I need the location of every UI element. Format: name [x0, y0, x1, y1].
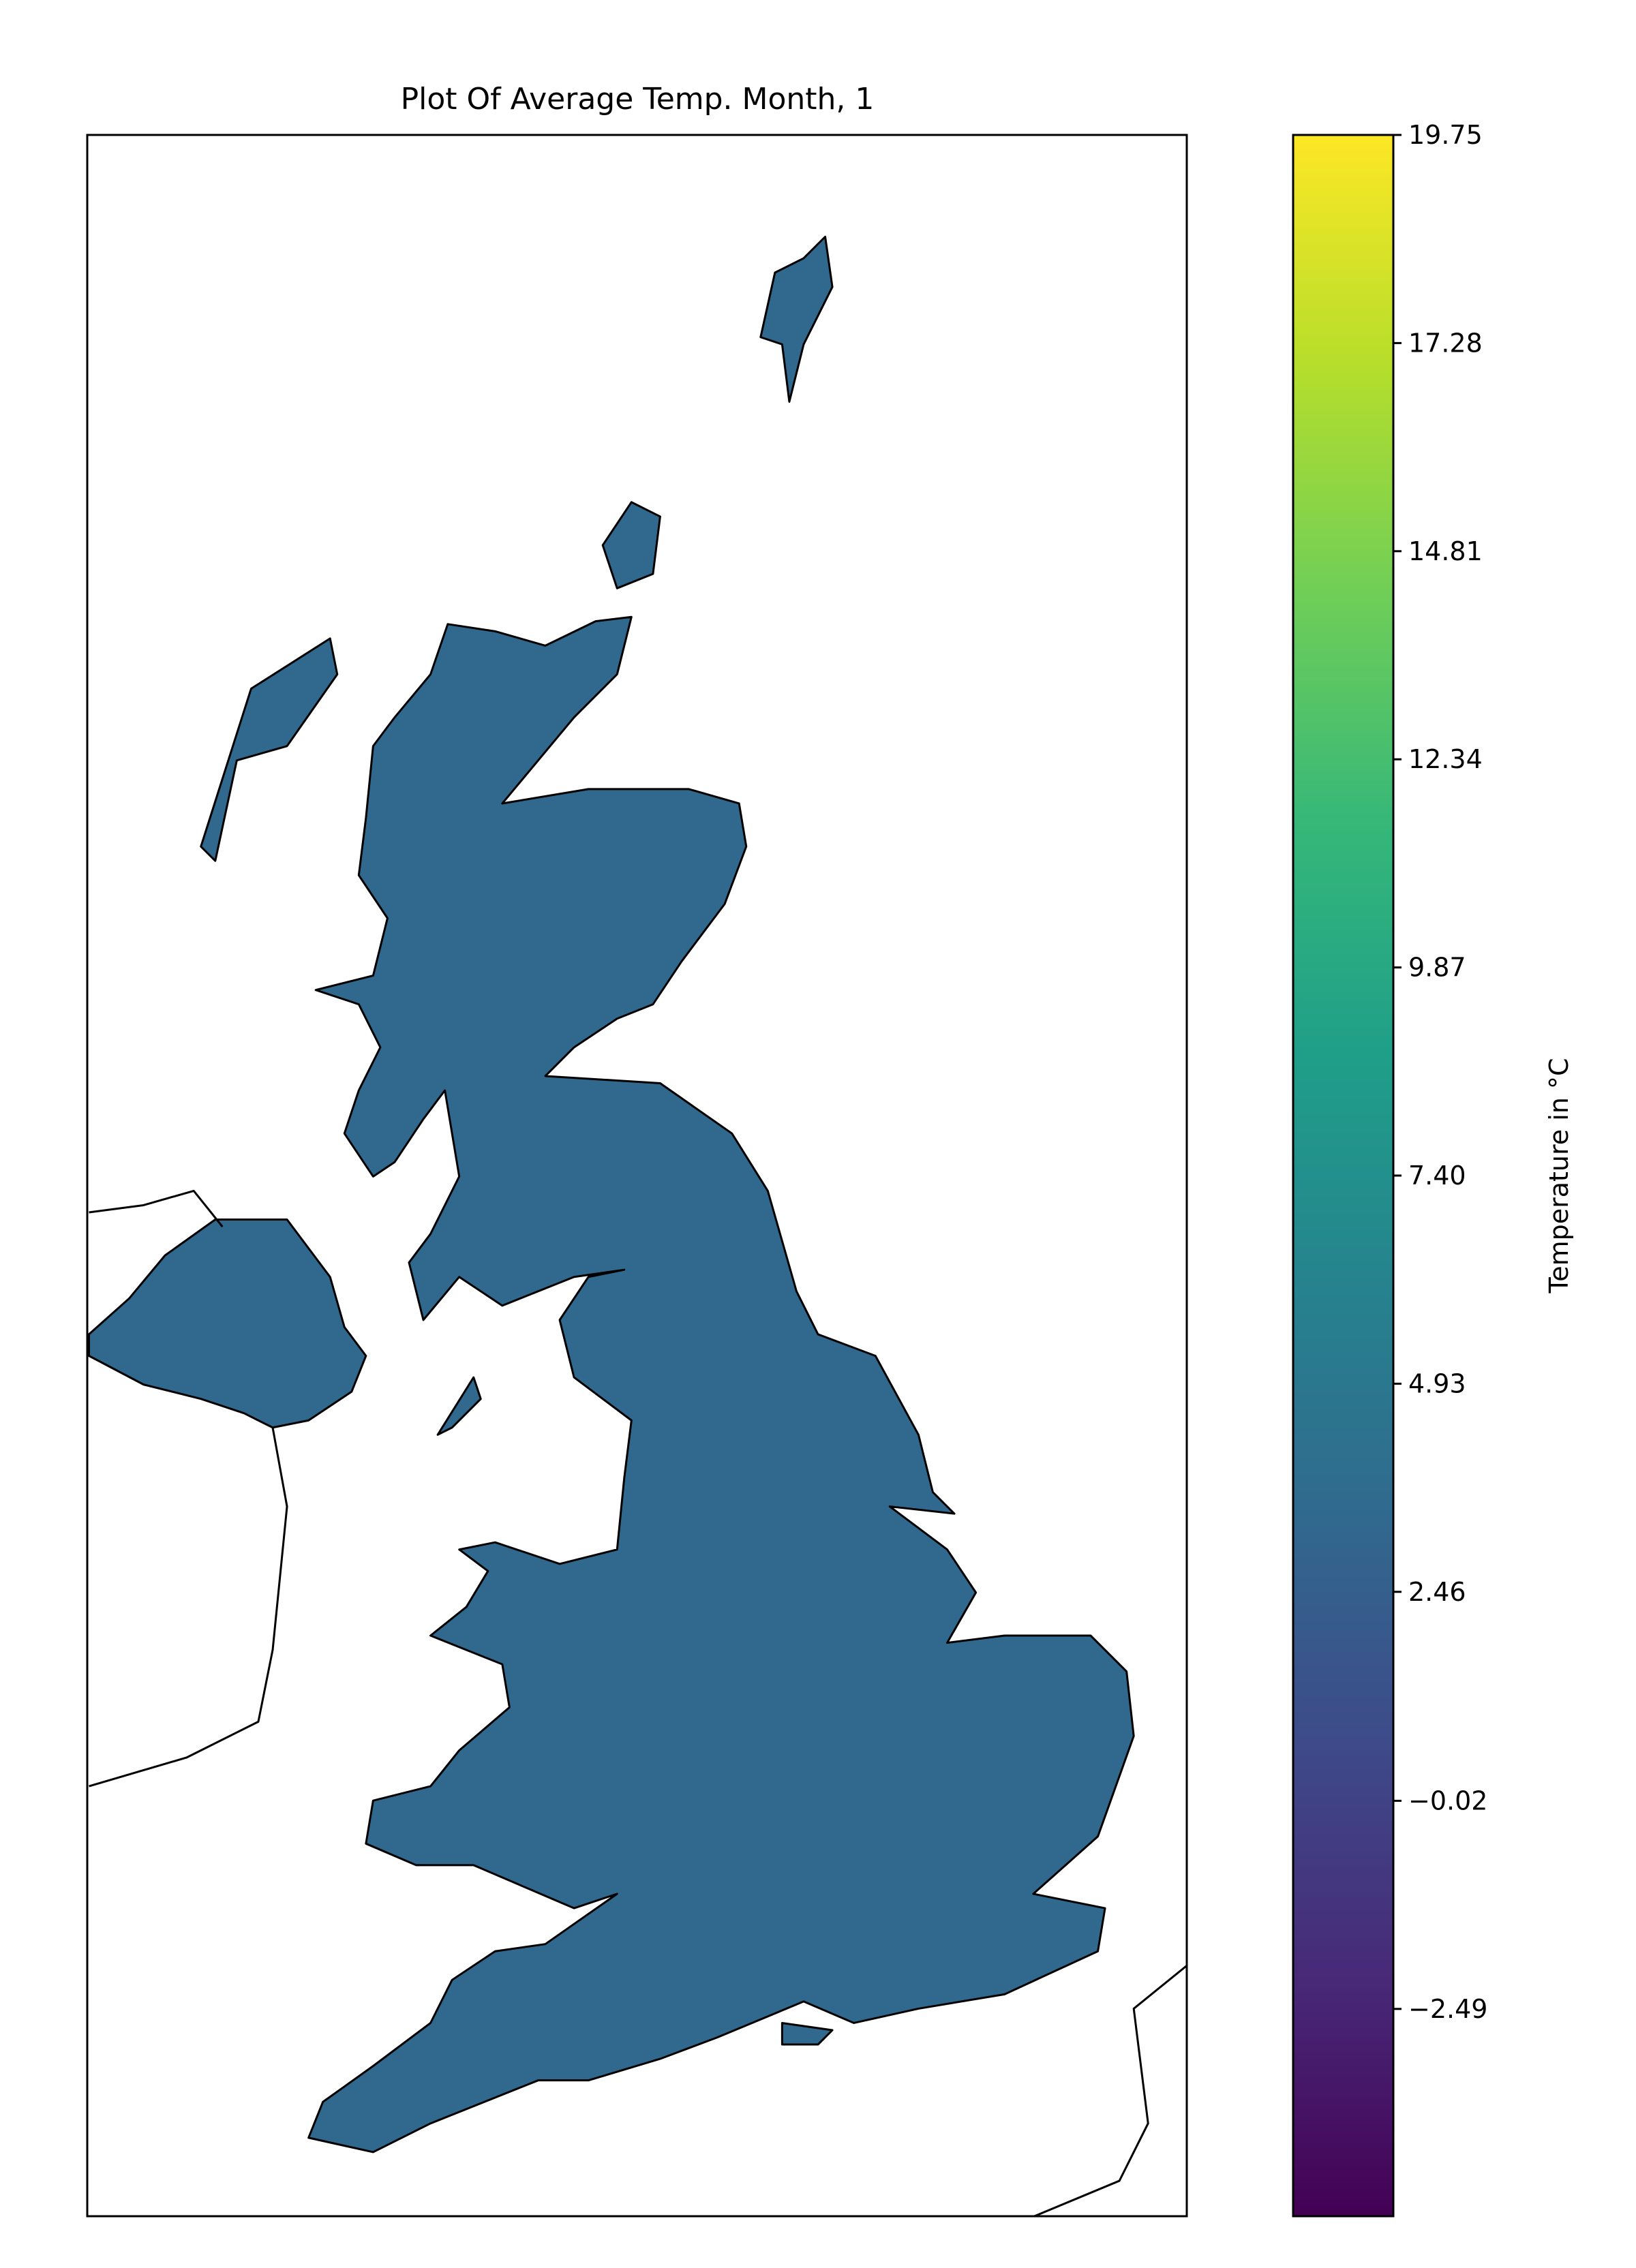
map — [89, 236, 1187, 2216]
shetland — [761, 236, 832, 401]
northern-ireland — [89, 1220, 366, 1428]
western-isles — [201, 639, 337, 861]
colorbar-tick-label: 9.87 — [1408, 953, 1466, 983]
isle-of-wight — [782, 2023, 832, 2044]
great-britain — [309, 617, 1134, 2152]
axes-frame — [86, 134, 1188, 2218]
france-coast — [1033, 1965, 1187, 2216]
colorbar — [1292, 134, 1395, 2218]
ireland-coast — [89, 1191, 223, 1227]
colorbar-tick-label: 4.93 — [1408, 1368, 1466, 1398]
colorbar-tick-label: 14.81 — [1408, 536, 1483, 566]
colorbar-tick-label: 17.28 — [1408, 328, 1483, 358]
colorbar-label: Temperature in °C — [1544, 1058, 1574, 1293]
colorbar-tick-label: 2.46 — [1408, 1577, 1466, 1607]
colorbar-tick-label: 19.75 — [1408, 120, 1483, 150]
colorbar-tick-label: −2.49 — [1408, 1994, 1487, 2024]
colorbar-tick-label: 7.40 — [1408, 1161, 1466, 1191]
orkney — [603, 502, 660, 588]
colorbar-tick-label: 12.34 — [1408, 744, 1483, 774]
chart-title: Plot Of Average Temp. Month, 1 — [401, 82, 875, 117]
isle-of-man — [438, 1377, 481, 1435]
ireland-coast — [89, 1428, 288, 1786]
colorbar-tick-label: −0.02 — [1408, 1786, 1487, 1815]
